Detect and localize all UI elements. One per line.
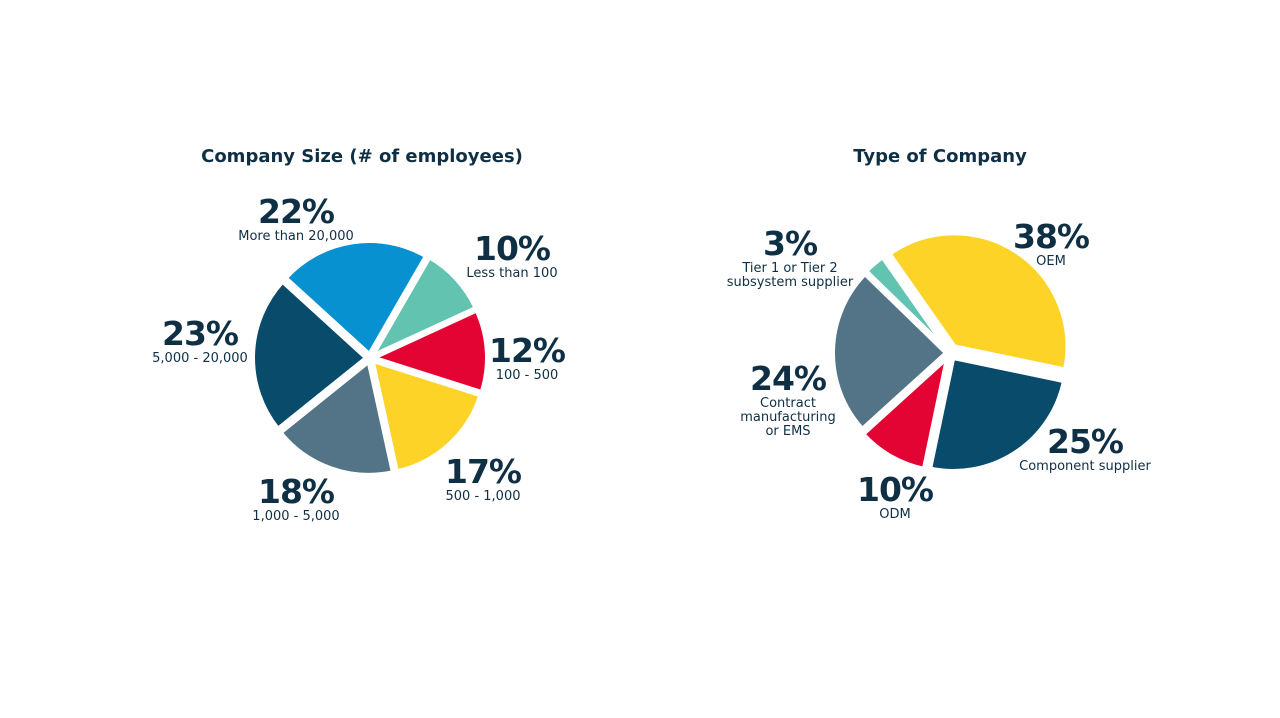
pie-slice <box>864 255 950 352</box>
slice-percent: 3% <box>762 224 818 263</box>
slice-category: 1,000 - 5,000 <box>252 508 340 524</box>
slice-percent: 23% <box>162 314 239 353</box>
slice-label: 22% More than 20,000 <box>196 192 396 244</box>
chart-title-company-size: Company Size (# of employees) <box>201 146 523 167</box>
slice-percent: 17% <box>445 452 522 491</box>
slice-category: Tier 1 or Tier 2 subsystem supplier <box>726 260 854 290</box>
slice-category: Contract manufacturing or EMS <box>740 395 836 440</box>
pie-slice <box>370 255 478 358</box>
slice-label: 10% Less than 100 <box>412 229 612 281</box>
pie-slice <box>831 272 949 431</box>
slice-percent: 10% <box>474 229 551 268</box>
slice-category: Less than 100 <box>466 265 558 281</box>
slice-label: 38% OEM <box>951 217 1151 269</box>
slice-percent: 24% <box>750 359 827 398</box>
slice-category: Component supplier <box>1019 458 1151 474</box>
slice-category: 500 - 1,000 <box>445 488 521 504</box>
slice-label: 17% 500 - 1,000 <box>383 452 583 504</box>
pie-slice <box>861 356 950 471</box>
slice-percent: 22% <box>258 192 335 231</box>
slice-label: 23% 5,000 - 20,000 <box>100 314 300 366</box>
slice-label: 25% Component supplier <box>985 422 1185 474</box>
slice-percent: 18% <box>258 472 335 511</box>
slice-label: 12% 100 - 500 <box>427 331 627 383</box>
slice-category: More than 20,000 <box>238 228 354 244</box>
slice-category: OEM <box>1036 253 1066 269</box>
slice-category: 100 - 500 <box>495 367 559 383</box>
pie-slice <box>283 239 428 357</box>
slice-percent: 38% <box>1013 217 1090 256</box>
pie-slice <box>278 359 395 477</box>
slice-category: ODM <box>879 506 911 522</box>
slice-label: 24% Contract manufacturing or EMS <box>688 359 888 440</box>
slice-category: 5,000 - 20,000 <box>152 350 248 366</box>
pie-slice <box>371 308 489 395</box>
slice-percent: 12% <box>489 331 566 370</box>
pie-slice <box>887 231 1070 372</box>
slice-percent: 10% <box>857 470 934 509</box>
chart-title-company-type: Type of Company <box>853 146 1027 167</box>
slice-percent: 25% <box>1047 422 1124 461</box>
pie-slice <box>251 279 369 431</box>
pie-slice <box>370 358 483 474</box>
slice-label: 3% Tier 1 or Tier 2 subsystem supplier <box>690 224 890 290</box>
pie-slice <box>928 356 1066 474</box>
slice-label: 10% ODM <box>795 470 995 522</box>
slice-label: 18% 1,000 - 5,000 <box>196 472 396 524</box>
